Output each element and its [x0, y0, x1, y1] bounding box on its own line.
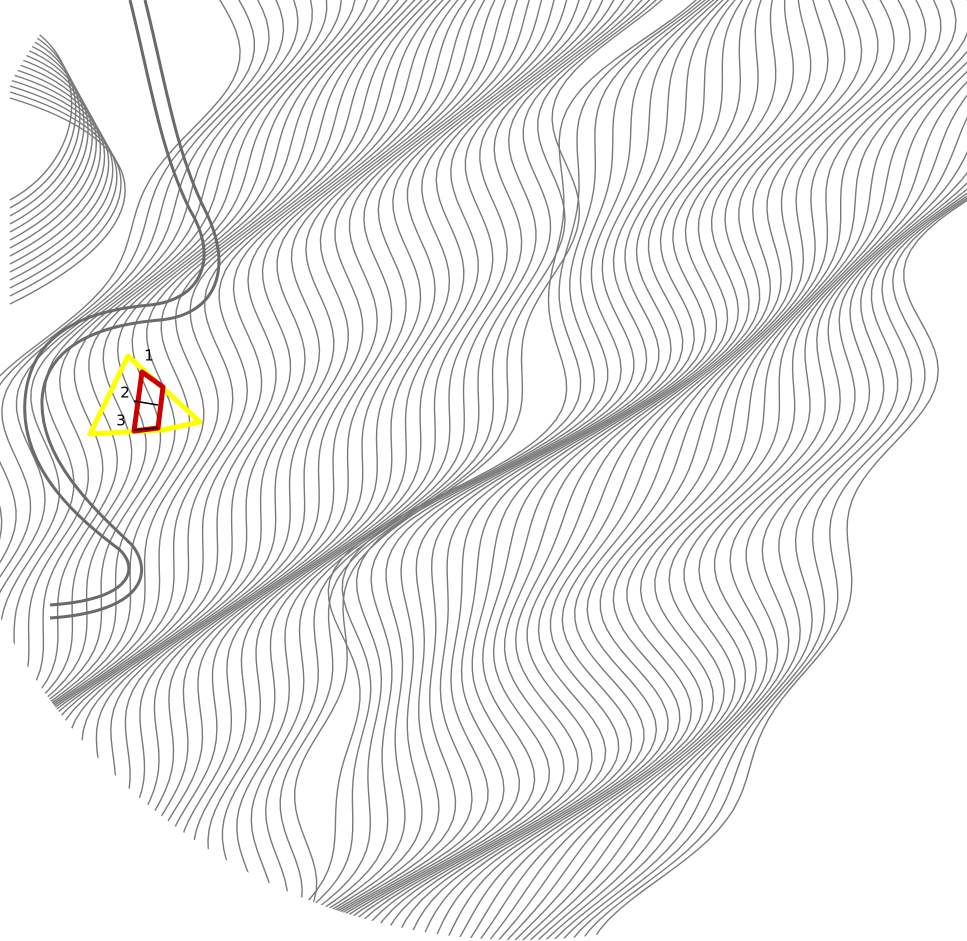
- contour-line: [0, 0, 371, 940]
- contour-line: [0, 0, 285, 940]
- contour-line: [379, 0, 863, 940]
- contour-line: [564, 0, 967, 940]
- contour-line: [0, 0, 454, 940]
- contour-line: [291, 0, 751, 940]
- contour-line: [9, 91, 122, 297]
- contour-line: [299, 0, 758, 940]
- contour-line: [512, 0, 967, 940]
- contour-line: [0, 0, 384, 940]
- road: [23, 0, 206, 607]
- contour-line: [554, 0, 967, 940]
- contour-line: [0, 0, 357, 940]
- contour-line: [0, 0, 255, 940]
- contour-line: [330, 0, 795, 940]
- contour-line: [9, 37, 85, 225]
- contour-line: [207, 0, 619, 940]
- contour-line: [0, 0, 241, 940]
- contour-line: [462, 0, 967, 940]
- contour-line: [497, 0, 967, 940]
- contour-line: [221, 0, 631, 940]
- contour-line: [267, 0, 667, 940]
- contour-line: [9, 73, 110, 273]
- contour-line: [520, 0, 967, 940]
- contour-line: [9, 61, 102, 257]
- contour-line: [0, 0, 395, 940]
- contour-line: [9, 49, 93, 241]
- contour-line: [319, 0, 777, 940]
- contour-line: [284, 0, 745, 940]
- section-label: 1: [144, 347, 154, 365]
- contour-line: [91, 0, 522, 940]
- contour-line: [0, 0, 415, 940]
- contour-line: [272, 0, 734, 940]
- view-sector: [87, 353, 203, 437]
- contour-line: [0, 0, 343, 940]
- contour-line: [392, 0, 879, 940]
- contour-line: [255, 0, 717, 940]
- contour-line: [9, 25, 77, 209]
- contour-line: [589, 0, 967, 940]
- contour-line: [236, 0, 641, 940]
- contour-line: [0, 0, 313, 940]
- contour-line: [441, 0, 942, 940]
- contour-line: [9, 97, 126, 305]
- contour-line: [417, 0, 911, 940]
- contour-line: [0, 0, 328, 940]
- contour-line: [251, 0, 713, 940]
- contour-line: [0, 0, 432, 940]
- contour-line: [0, 0, 424, 940]
- contour-line: [9, 55, 97, 249]
- contour-line: [0, 0, 270, 940]
- contour-line: [0, 0, 440, 940]
- contour-line: [576, 0, 967, 940]
- contour-line: [429, 0, 927, 940]
- road: [40, 0, 221, 620]
- contour-line: [489, 0, 967, 940]
- contour-line: [9, 43, 89, 233]
- contour-line: [149, 0, 570, 940]
- contour-line: [452, 0, 957, 940]
- contour-line: [353, 0, 829, 940]
- contour-line: [261, 0, 659, 940]
- contour-line: [163, 0, 583, 940]
- section-line: [133, 400, 159, 406]
- contour-line: [48, 0, 492, 940]
- contour-line: [277, 0, 739, 940]
- contour-line: [0, 0, 299, 940]
- contour-line: [259, 0, 722, 940]
- section-label: 2: [120, 384, 130, 402]
- contour-line: [263, 0, 726, 940]
- contour-line: [309, 0, 767, 940]
- contour-line: [366, 0, 846, 940]
- contour-line: [504, 0, 967, 940]
- contour-line: [9, 67, 106, 265]
- contour-line: [106, 0, 534, 940]
- contour-line: [341, 0, 812, 940]
- contour-line: [9, 85, 118, 289]
- contour-line: [527, 0, 967, 940]
- contour-line: [9, 79, 114, 281]
- contour-line: [405, 0, 895, 940]
- contour-line: [544, 0, 967, 940]
- contour-line: [471, 0, 967, 940]
- section-line: [133, 427, 159, 431]
- contour-line: [120, 0, 546, 940]
- section-label: 3: [116, 412, 126, 430]
- contour-line: [480, 0, 967, 940]
- contour-line: [247, 0, 707, 940]
- contour-line: [267, 0, 730, 940]
- contour-line: [134, 0, 558, 940]
- contour-line: [250, 0, 650, 940]
- contour-line: [535, 0, 967, 940]
- contour-line: [192, 0, 608, 940]
- contour-line: [0, 0, 406, 940]
- contour-line: [9, 19, 73, 201]
- contour-line: [178, 0, 595, 940]
